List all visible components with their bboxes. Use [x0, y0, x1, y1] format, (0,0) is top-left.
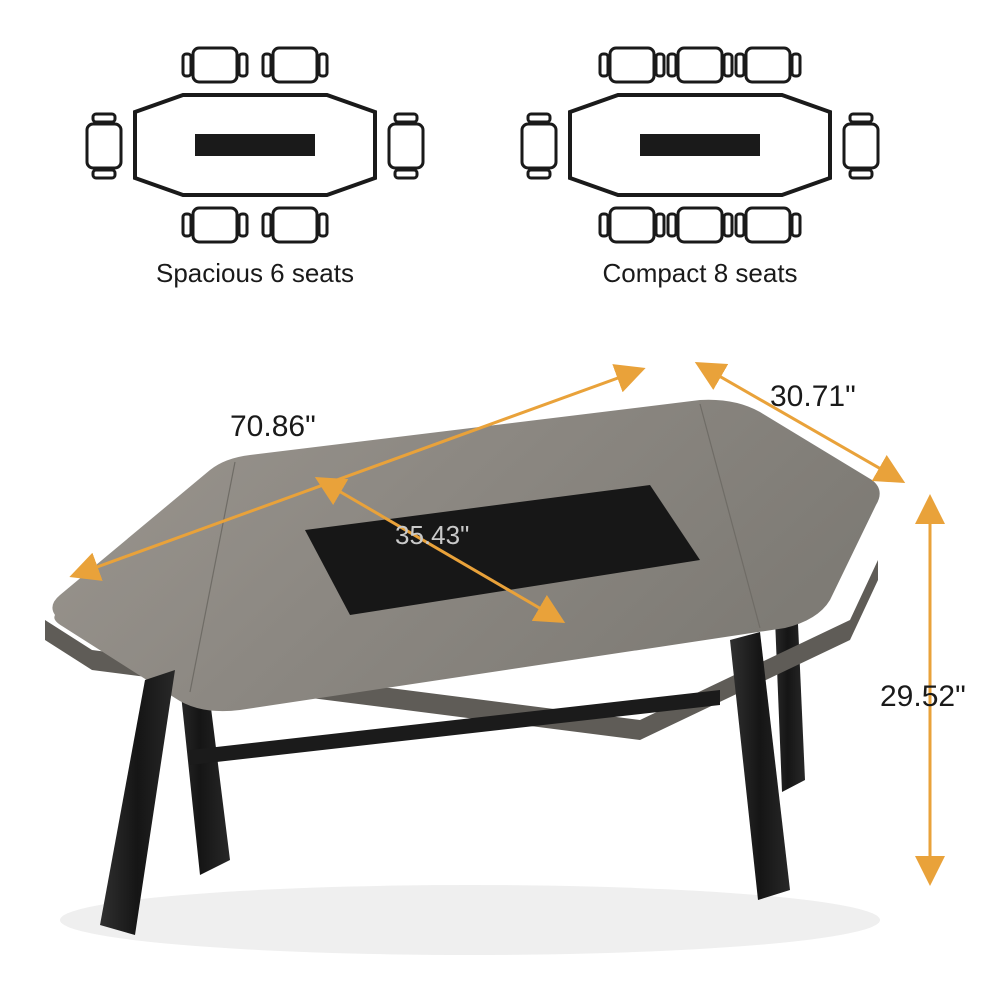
- dim-length-label: 70.86": [230, 410, 316, 444]
- seating-label-8: Compact 8 seats: [510, 258, 890, 289]
- dim-width-label: 30.71": [770, 380, 856, 414]
- infographic-canvas: Spacious 6 seats: [0, 0, 1000, 1000]
- seating-diagram-6: [75, 30, 435, 260]
- seating-diagram-8: [510, 30, 890, 260]
- dim-maxwidth-label: 35.43": [395, 520, 469, 551]
- dim-height-label: 29.52": [880, 680, 966, 714]
- table-render: [0, 320, 1000, 980]
- seating-label-6: Spacious 6 seats: [75, 258, 435, 289]
